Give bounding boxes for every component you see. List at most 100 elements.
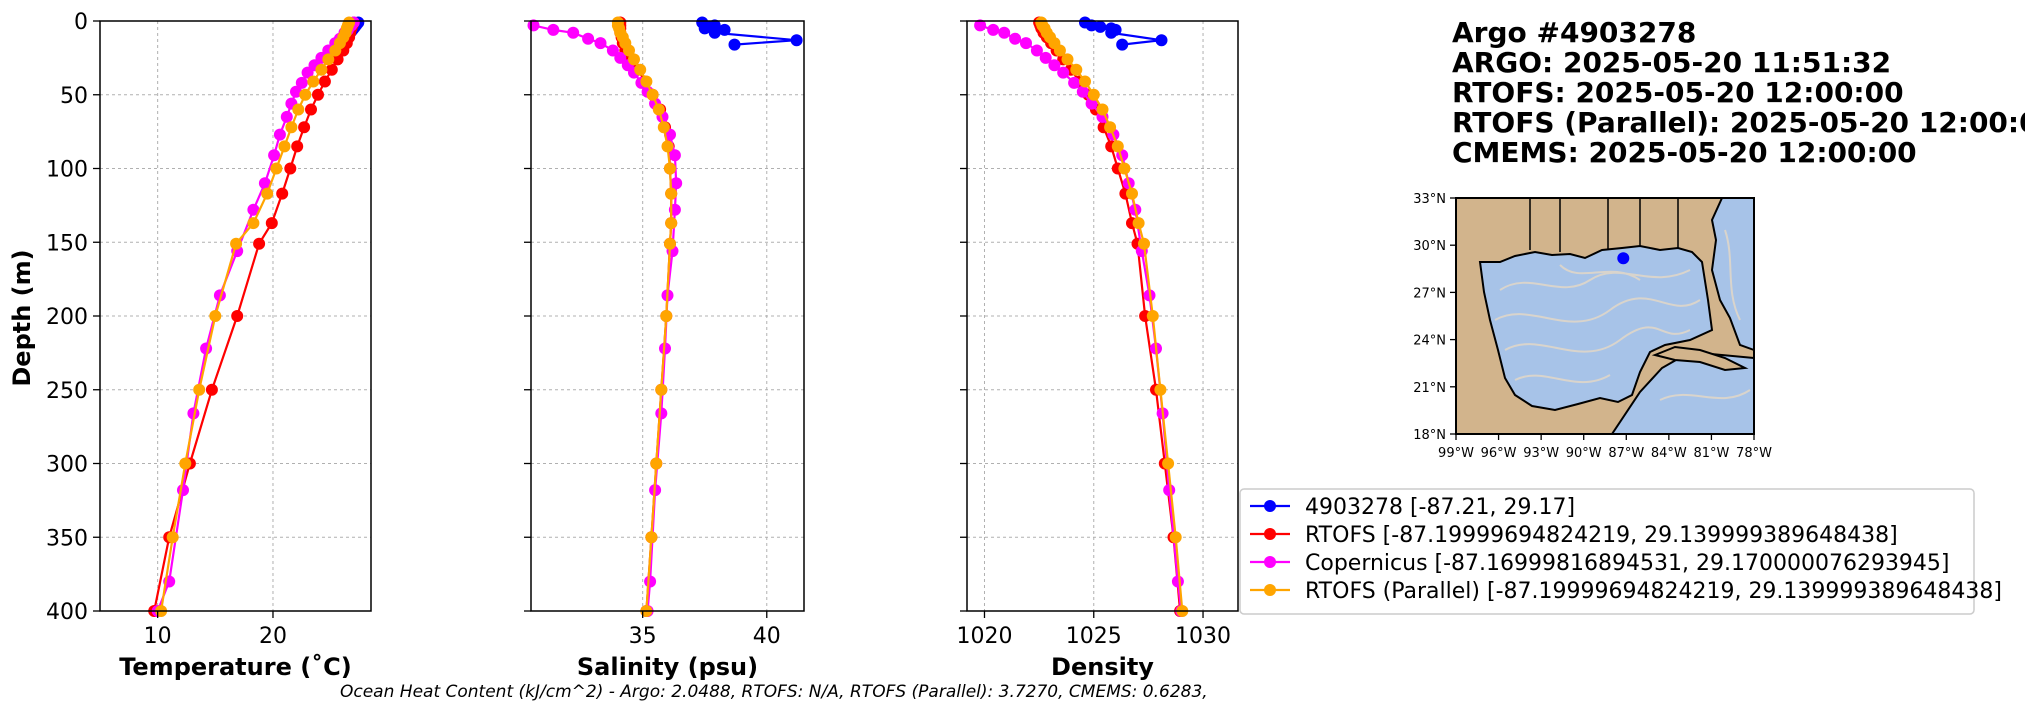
- data-point-copernicus: [1039, 51, 1052, 64]
- data-point-rtofs_parallel: [665, 217, 678, 230]
- data-point-copernicus: [668, 149, 681, 162]
- data-point-copernicus: [290, 85, 302, 98]
- data-point-rtofs_parallel: [1154, 383, 1167, 396]
- legend-label-rtofs_parallel: RTOFS (Parallel) [-87.19999694824219, 29…: [1305, 579, 2002, 604]
- data-point-rtofs_parallel: [1061, 53, 1074, 66]
- data-point-rtofs_parallel: [1169, 531, 1182, 544]
- temperature-c-series-rtofs_parallel: [155, 16, 356, 617]
- argo-location-marker: [1617, 252, 1630, 265]
- data-point-copernicus: [1163, 484, 1176, 497]
- data-point-rtofs_parallel: [278, 140, 291, 153]
- y-tick-label: 100: [46, 158, 88, 183]
- density-series-rtofs: [1033, 16, 1187, 617]
- data-point-rtofs: [253, 237, 266, 250]
- data-point-rtofs_parallel: [1087, 88, 1100, 101]
- x-tick-label: 35: [629, 624, 657, 649]
- x-tick-label: 1020: [956, 624, 1012, 649]
- x-tick-label: 10: [144, 624, 172, 649]
- temperature-c-series-rtofs: [148, 16, 360, 617]
- data-point-copernicus: [177, 484, 189, 497]
- data-point-rtofs_parallel: [657, 121, 670, 134]
- current-streamlines: [1494, 229, 1751, 401]
- legend-marker-argo: [1264, 500, 1276, 512]
- data-point-copernicus: [998, 26, 1011, 39]
- map-lon-tick-label: 90°W: [1566, 446, 1602, 461]
- data-point-copernicus: [1009, 32, 1022, 45]
- title-line-2: ARGO: 2025-05-20 11:51:32: [1452, 46, 1891, 79]
- data-point-rtofs_parallel: [1079, 75, 1091, 88]
- data-point-rtofs: [312, 88, 324, 101]
- title-line-1: Argo #4903278: [1452, 16, 1696, 49]
- data-point-copernicus: [594, 37, 607, 50]
- y-tick-label: 50: [60, 84, 88, 109]
- coastline-borders: [1529, 198, 1679, 252]
- data-point-copernicus: [582, 32, 595, 45]
- x-tick-label: 1030: [1175, 624, 1231, 649]
- salinity-panel: 35 40 Salinity (psu): [524, 16, 805, 681]
- map-lat-tick-label: 24°N: [1413, 334, 1446, 349]
- title-line-5: CMEMS: 2025-05-20 12:00:00: [1452, 136, 1917, 169]
- data-point-rtofs_parallel: [1126, 187, 1138, 200]
- data-point-rtofs: [205, 383, 218, 396]
- series-line-copernicus: [156, 21, 355, 612]
- data-point-copernicus: [247, 203, 260, 216]
- legend-label-argo: 4903278 [-87.21, 29.17]: [1305, 495, 1575, 520]
- data-point-copernicus: [1020, 37, 1032, 50]
- legend-marker-copernicus: [1264, 556, 1276, 568]
- data-point-copernicus: [567, 26, 580, 39]
- salinity-psu-series-argo: [696, 16, 803, 51]
- data-point-rtofs_parallel: [261, 187, 274, 200]
- data-point-rtofs_parallel: [645, 531, 658, 544]
- data-point-argo: [1116, 38, 1129, 51]
- data-point-rtofs_parallel: [1104, 121, 1117, 134]
- data-point-argo: [728, 38, 741, 51]
- data-point-rtofs: [318, 75, 331, 88]
- data-point-rtofs_parallel: [315, 63, 328, 76]
- data-point-rtofs_parallel: [660, 310, 673, 322]
- data-point-rtofs_parallel: [1118, 162, 1131, 175]
- data-point-rtofs: [325, 63, 338, 76]
- data-point-rtofs_parallel: [646, 88, 659, 101]
- data-point-rtofs: [291, 140, 304, 153]
- data-point-rtofs_parallel: [329, 44, 342, 57]
- data-point-argo: [1105, 26, 1118, 39]
- density-series-argo: [1079, 16, 1168, 51]
- density-panel: 1020 1025 1030 Density: [956, 16, 1239, 681]
- data-point-rtofs_parallel: [623, 44, 635, 57]
- density-series-rtofs_parallel: [1035, 16, 1189, 617]
- legend-frame: [1239, 488, 1975, 615]
- legend: 4903278 [-87.21, 29.17] RTOFS [-87.199996…: [1239, 488, 2002, 615]
- map-lon-tick-label: 84°W: [1651, 446, 1687, 461]
- x-axis-label: Density: [1051, 653, 1154, 681]
- y-tick-label: 400: [46, 600, 88, 625]
- data-point-copernicus: [200, 342, 213, 355]
- data-point-rtofs_parallel: [664, 162, 676, 175]
- data-point-rtofs_parallel: [166, 531, 179, 544]
- x-axis-label: Salinity (psu): [577, 653, 758, 681]
- data-point-rtofs_parallel: [307, 75, 320, 88]
- x-tick-label: 1025: [1066, 624, 1122, 649]
- y-tick-label: 300: [46, 453, 88, 478]
- data-point-copernicus: [1171, 575, 1184, 588]
- x-axis-label: Temperature (˚C): [119, 653, 352, 681]
- data-point-rtofs_parallel: [652, 103, 665, 116]
- data-point-copernicus: [1076, 85, 1089, 98]
- map-lat-tick-label: 21°N: [1413, 381, 1446, 396]
- y-tick-label: 200: [46, 305, 88, 330]
- salinity-psu-series-rtofs_parallel: [611, 16, 678, 617]
- data-point-rtofs_parallel: [655, 383, 668, 396]
- legend-marker-rtofs_parallel: [1264, 584, 1276, 596]
- map-lon-tick-label: 78°W: [1736, 446, 1772, 461]
- title-line-3: RTOFS: 2025-05-20 12:00:00: [1452, 76, 1904, 109]
- data-point-argo: [708, 26, 721, 39]
- legend-label-copernicus: Copernicus [-87.16999816894531, 29.17000…: [1305, 551, 1950, 576]
- y-tick-label: 350: [46, 526, 88, 551]
- title-line-4: RTOFS (Parallel): 2025-05-20 12:00:00: [1452, 106, 2025, 139]
- x-tick-label: 40: [753, 624, 781, 649]
- data-point-rtofs_parallel: [230, 237, 243, 250]
- map-lon-tick-label: 99°W: [1438, 446, 1474, 461]
- title-block: Argo #4903278 ARGO: 2025-05-20 11:51:32 …: [1452, 16, 2025, 169]
- data-point-copernicus: [987, 23, 1000, 36]
- data-point-rtofs_parallel: [285, 121, 298, 134]
- data-point-argo: [790, 34, 803, 47]
